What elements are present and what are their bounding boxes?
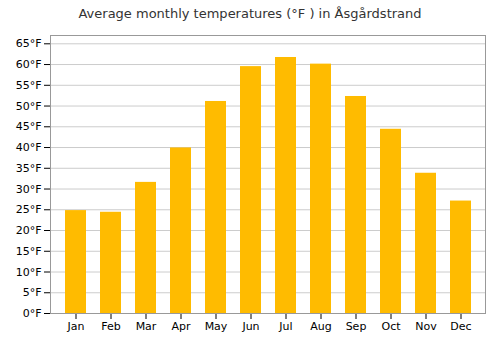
svg-text:40°F: 40°F: [16, 141, 42, 154]
svg-text:Sep: Sep: [346, 320, 367, 333]
svg-text:10°F: 10°F: [16, 266, 42, 279]
svg-text:Aug: Aug: [310, 320, 331, 333]
svg-text:50°F: 50°F: [16, 100, 42, 113]
svg-text:25°F: 25°F: [16, 203, 42, 216]
svg-text:May: May: [205, 320, 228, 333]
svg-text:0°F: 0°F: [23, 307, 42, 320]
svg-text:Jan: Jan: [67, 320, 85, 333]
svg-text:Jul: Jul: [278, 320, 292, 333]
svg-text:60°F: 60°F: [16, 58, 42, 71]
svg-text:20°F: 20°F: [16, 224, 42, 237]
svg-text:Feb: Feb: [101, 320, 120, 333]
svg-text:Mar: Mar: [136, 320, 157, 333]
svg-text:35°F: 35°F: [16, 162, 42, 175]
svg-text:5°F: 5°F: [23, 286, 42, 299]
svg-text:Jun: Jun: [241, 320, 259, 333]
svg-text:Dec: Dec: [450, 320, 471, 333]
svg-text:45°F: 45°F: [16, 120, 42, 133]
svg-text:30°F: 30°F: [16, 183, 42, 196]
svg-text:65°F: 65°F: [16, 37, 42, 50]
svg-text:Apr: Apr: [171, 320, 191, 333]
svg-text:Oct: Oct: [381, 320, 401, 333]
svg-text:55°F: 55°F: [16, 79, 42, 92]
svg-text:15°F: 15°F: [16, 245, 42, 258]
svg-text:Nov: Nov: [415, 320, 437, 333]
html-text:Average monthly temperatures (: Average monthly temperatures (°F ) in Ås…: [78, 6, 422, 21]
